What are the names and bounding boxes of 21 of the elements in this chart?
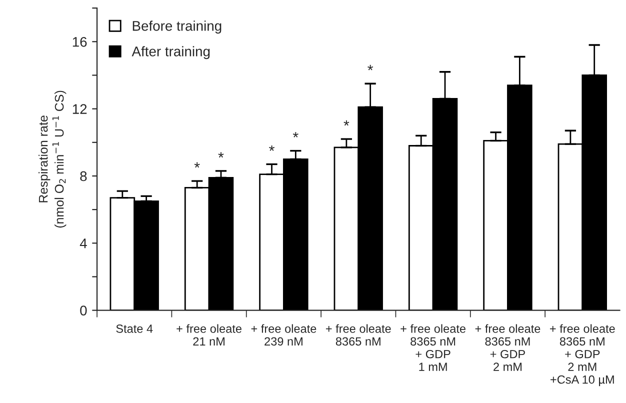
y-tick-label: 0 bbox=[80, 306, 87, 316]
x-tick-label: + free oleate 8365 nM bbox=[326, 324, 391, 346]
legend-label: Before training bbox=[132, 20, 222, 34]
data-label: * bbox=[292, 132, 298, 138]
y-tick-label: 4 bbox=[80, 238, 87, 248]
data-label: * bbox=[269, 146, 274, 151]
data-label: * bbox=[194, 162, 200, 168]
y-tick-label: 8 bbox=[80, 171, 87, 182]
data-label: * bbox=[344, 120, 350, 126]
y-axis-title: Respiration rate (nmol O$_{2}$ min$^{−1}$ U$^{−1}$ CS) bbox=[38, 90, 66, 228]
x-tick-label: + free oleate 8365 nM + GDP 2 mM bbox=[475, 324, 540, 371]
x-tick-label: + free oleate 21 nM bbox=[176, 324, 242, 346]
y-tick-label: 12 bbox=[72, 104, 87, 114]
x-tick-label: State 4 bbox=[116, 324, 153, 333]
legend-label: After training bbox=[132, 46, 210, 60]
x-tick-label: + free oleate 8365 nM + GDP 2 mM +CsA 10 µM bbox=[550, 324, 615, 386]
x-tick-label: + free oleate 8365 nM + GDP 1 mM bbox=[400, 324, 466, 371]
x-tick-label: + free oleate 239 nM bbox=[251, 324, 316, 346]
y-tick-label: 16 bbox=[72, 36, 87, 47]
data-label: * bbox=[368, 64, 374, 70]
data-label: * bbox=[218, 152, 224, 158]
